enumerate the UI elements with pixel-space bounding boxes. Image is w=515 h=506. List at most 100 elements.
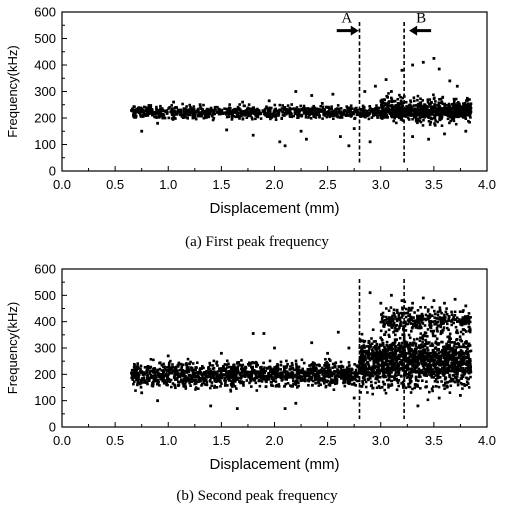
data-point <box>147 110 151 113</box>
data-point <box>354 371 358 374</box>
data-point <box>391 110 394 113</box>
data-point <box>419 346 422 350</box>
data-point <box>375 113 378 117</box>
data-point <box>334 108 337 111</box>
data-point <box>182 107 186 110</box>
data-point <box>453 363 457 367</box>
data-point <box>351 371 354 375</box>
data-point <box>342 112 346 115</box>
data-point <box>133 363 136 367</box>
data-point <box>177 380 180 384</box>
data-point <box>332 113 336 117</box>
data-point <box>362 360 365 363</box>
data-point <box>396 355 400 358</box>
data-point <box>307 379 311 383</box>
data-point <box>193 108 196 111</box>
data-point <box>325 379 329 383</box>
data-point <box>412 96 416 99</box>
data-point <box>362 366 366 369</box>
x-tick-label: 3.0 <box>372 177 390 192</box>
data-point <box>248 381 251 385</box>
data-point <box>375 354 379 358</box>
data-point <box>180 115 184 118</box>
data-point <box>388 345 392 348</box>
data-point <box>421 316 424 320</box>
data-point <box>324 358 327 361</box>
data-point <box>401 381 405 384</box>
data-point <box>227 115 231 118</box>
data-point <box>446 385 449 389</box>
data-point <box>456 331 459 335</box>
data-point <box>370 352 374 355</box>
data-point <box>313 362 316 365</box>
x-tick-label: 2.5 <box>319 177 337 192</box>
data-point <box>423 109 427 112</box>
data-point <box>377 351 381 354</box>
data-point <box>299 104 302 108</box>
data-point <box>283 106 287 109</box>
data-point <box>361 339 365 342</box>
data-point <box>137 376 140 379</box>
data-point <box>385 318 389 321</box>
data-point <box>157 380 160 384</box>
data-point <box>336 374 339 378</box>
data-point <box>420 357 423 361</box>
data-point <box>433 309 436 313</box>
data-point <box>398 346 402 349</box>
data-point <box>338 371 342 374</box>
data-point <box>191 109 195 113</box>
data-point <box>390 343 393 346</box>
data-point <box>197 378 200 381</box>
data-point <box>196 371 199 374</box>
data-point <box>437 355 441 358</box>
data-point <box>408 385 412 389</box>
data-point <box>422 351 425 354</box>
data-point <box>409 112 413 116</box>
data-point <box>384 319 387 322</box>
data-point <box>461 387 464 390</box>
data-point <box>393 361 397 365</box>
data-point <box>260 365 263 369</box>
data-point <box>212 116 216 120</box>
data-point <box>321 366 324 370</box>
data-point <box>442 112 446 115</box>
data-point <box>363 106 366 109</box>
data-point <box>434 346 438 349</box>
data-point <box>451 115 454 119</box>
data-point <box>349 113 353 116</box>
data-point <box>413 319 416 322</box>
data-point <box>442 351 446 354</box>
data-point <box>413 383 417 386</box>
data-point <box>331 372 335 376</box>
data-point <box>440 340 443 344</box>
data-point <box>339 114 343 117</box>
data-point <box>443 313 446 317</box>
data-point <box>139 381 142 384</box>
data-point <box>321 117 324 120</box>
data-point <box>186 367 190 370</box>
data-point <box>190 380 193 383</box>
data-point <box>431 368 435 371</box>
data-point <box>392 108 396 112</box>
data-point <box>358 379 361 383</box>
data-point <box>142 109 145 112</box>
data-point <box>397 379 401 382</box>
data-point <box>415 113 419 117</box>
data-point <box>187 370 191 373</box>
data-point <box>400 324 403 327</box>
data-point <box>134 389 137 392</box>
data-point <box>415 379 418 382</box>
data-point <box>243 370 247 373</box>
data-point <box>443 132 446 136</box>
data-point <box>169 378 173 382</box>
data-point <box>137 110 141 114</box>
data-point <box>181 370 185 374</box>
data-point <box>425 374 428 377</box>
data-point <box>431 358 435 361</box>
data-point <box>297 369 301 372</box>
data-point <box>227 372 230 376</box>
data-point <box>451 350 454 354</box>
data-point <box>463 114 467 117</box>
data-point <box>303 373 306 376</box>
data-point <box>375 104 378 107</box>
